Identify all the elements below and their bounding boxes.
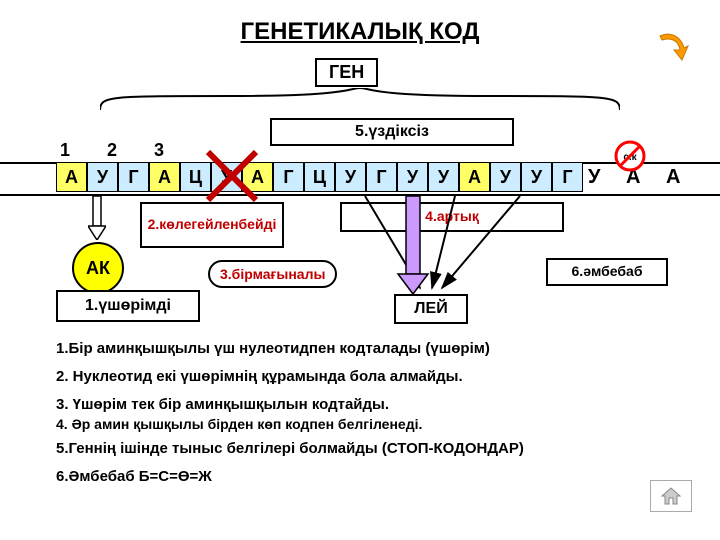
label-3-birmagynaly: 3.бірмағыналы: [208, 260, 337, 288]
explanation-6: 6.Әмбебаб Б=С=Ө=Ж: [56, 468, 212, 485]
brace-icon: [100, 88, 620, 110]
down-arrow-icon: [88, 196, 106, 240]
explanation-1: 1.Бір аминқышқылы үш нулеотидпен кодтала…: [56, 340, 490, 357]
page-title: ГЕНЕТИКАЛЫҚ КОД: [0, 18, 720, 46]
explanation-4: 4. Әр амин қышқылы бірден көп кодпен бел…: [56, 416, 422, 432]
label-1-ushorimdi: 1.үшөрімді: [56, 290, 200, 322]
sequence-cells: АУГАЦУАГЦУГУУАУУГ: [56, 162, 583, 192]
gene-label: ГЕН: [315, 58, 378, 87]
home-button[interactable]: [650, 480, 692, 512]
ak-circle: АК: [72, 242, 124, 294]
nucleotide-cell: Г: [552, 162, 583, 192]
nucleotide-cell: Г: [273, 162, 304, 192]
next-arrow-icon[interactable]: [654, 30, 690, 66]
nucleotide-cell: Г: [366, 162, 397, 192]
stop-sign-icon: с.к: [614, 140, 646, 172]
nucleotide-cell: Ц: [180, 162, 211, 192]
nucleotide-cell: У: [87, 162, 118, 192]
nucleotide-cell: У: [211, 162, 242, 192]
explanation-3: 3. Үшөрім тек бір аминқышқылын кодтайды.: [56, 396, 389, 413]
label-6-ambebab: 6.әмбебаб: [546, 258, 668, 286]
nucleotide-cell: У: [521, 162, 552, 192]
explanation-5: 5.Геннің ішінде тыныс белгілері болмайды…: [56, 440, 524, 457]
nucleotide-cell: У: [335, 162, 366, 192]
nucleotide-cell: У: [397, 162, 428, 192]
label-2-kolegeylenbeidi: 2.көлегейленбейді: [140, 202, 284, 248]
converging-arrows-icon: [350, 196, 550, 296]
nucleotide-cell: А: [242, 162, 273, 192]
nucleotide-cell: У: [490, 162, 521, 192]
nucleotide-cell: А: [56, 162, 87, 192]
nucleotide-cell: Г: [118, 162, 149, 192]
nucleotide-cell: А: [149, 162, 180, 192]
nucleotide-cell: У: [428, 162, 459, 192]
triplet-numbers: 1 2 3: [60, 140, 180, 161]
nucleotide-cell: А: [459, 162, 490, 192]
lei-label: ЛЕЙ: [394, 294, 468, 324]
nucleotide-cell: Ц: [304, 162, 335, 192]
explanation-2: 2. Нуклеотид екі үшөрімнің құрамында бол…: [56, 368, 463, 385]
home-icon: [658, 486, 684, 506]
label-5-uzdiksiz: 5.үздіксіз: [270, 118, 514, 146]
